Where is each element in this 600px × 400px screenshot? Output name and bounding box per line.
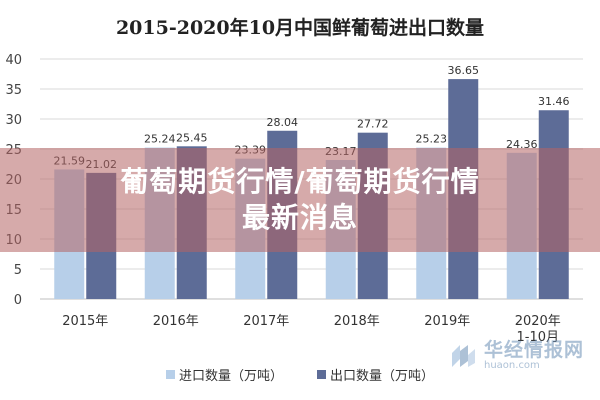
- x-tick-label: 2016年: [153, 314, 199, 329]
- y-tick-label: 0: [14, 293, 22, 308]
- chart-title: 2015-2020年10月中国鲜葡萄进出口数量: [116, 16, 484, 39]
- legend-item-export: 出口数量（万吨）: [317, 365, 434, 384]
- x-tick-label: 2018年: [334, 314, 380, 329]
- legend-swatch-import: [165, 369, 175, 379]
- data-label: 31.46: [538, 95, 570, 108]
- y-tick-label: 40: [5, 53, 22, 68]
- watermark-brand: 华经情报网: [484, 338, 585, 361]
- x-axis-ticks: 2015年 2016年 2017年 2018年 2019年 2020年1-10月: [62, 314, 561, 345]
- y-tick-label: 5: [14, 263, 22, 278]
- legend: 进口数量（万吨） 出口数量（万吨）: [0, 364, 600, 384]
- data-label: 24.36: [506, 138, 538, 151]
- watermark: 华经情报网 huaon.com: [448, 336, 598, 376]
- x-tick-label: 2015年: [62, 314, 108, 329]
- watermark-domain: huaon.com: [484, 359, 540, 371]
- x-tick-label: 2020年: [515, 314, 561, 329]
- legend-label-export: 出口数量（万吨）: [330, 368, 435, 384]
- data-label: 36.65: [448, 64, 480, 77]
- legend-item-import: 进口数量（万吨）: [165, 365, 283, 384]
- legend-swatch-export: [317, 369, 326, 379]
- y-tick-label: 30: [5, 113, 22, 128]
- x-tick-label: 2019年: [424, 314, 470, 329]
- x-tick-label: 2017年: [243, 314, 289, 329]
- headline-banner: 葡萄期货行情/葡萄期货行情最新消息: [0, 148, 600, 252]
- data-label: 28.04: [267, 116, 299, 129]
- data-label: 27.72: [357, 118, 389, 131]
- data-label: 25.45: [176, 131, 208, 144]
- x-tick-label: 1-10月: [516, 330, 559, 345]
- huaon-logo-icon: [448, 341, 478, 371]
- y-tick-label: 35: [5, 83, 22, 98]
- data-label: 25.24: [144, 133, 176, 146]
- headline-text: 葡萄期货行情/葡萄期货行情最新消息: [120, 165, 480, 234]
- data-label: 25.23: [416, 133, 448, 146]
- legend-label-import: 进口数量（万吨）: [178, 368, 283, 384]
